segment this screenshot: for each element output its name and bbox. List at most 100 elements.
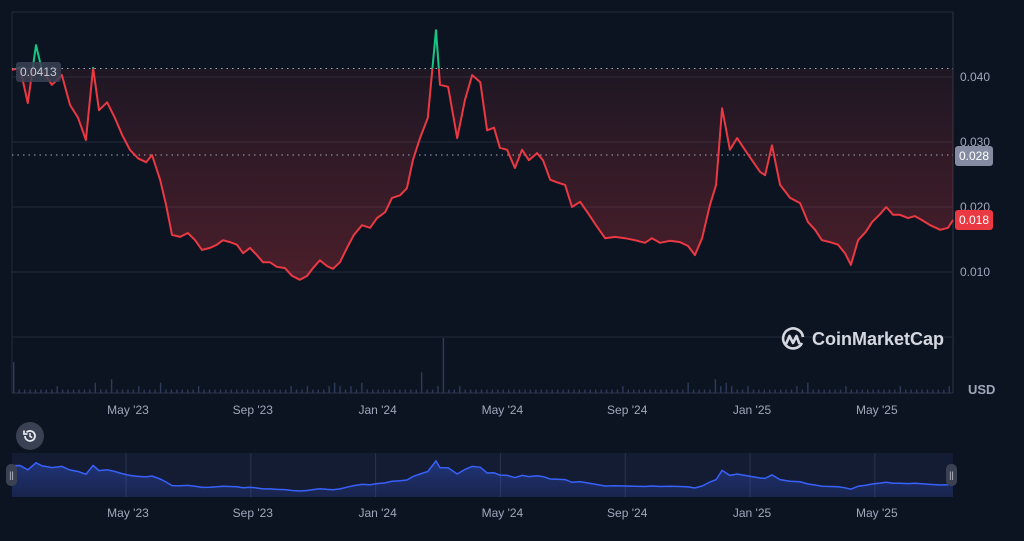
volume-bar (573, 389, 575, 393)
volume-bar (796, 386, 798, 393)
watermark-text: CoinMarketCap (812, 328, 945, 349)
volume-bar (828, 389, 831, 393)
volume-bar (866, 389, 869, 393)
volume-bar (181, 389, 184, 393)
volume-bar (622, 386, 624, 393)
volume-bar (883, 389, 885, 393)
volume-bar (404, 389, 407, 393)
x-tick-label: Sep '24 (607, 403, 648, 417)
volume-bar (333, 382, 336, 393)
volume-bar (540, 389, 543, 393)
minimap-x-tick-label: Sep '24 (607, 506, 648, 520)
volume-bar (801, 389, 804, 393)
volume-bar (225, 389, 227, 393)
volume-bar (268, 389, 271, 393)
volume-bar (83, 389, 86, 393)
volume-bar (861, 389, 863, 393)
volume-bar (660, 389, 662, 393)
volume-bar (839, 389, 842, 393)
volume-bar (45, 389, 48, 393)
volume-bar (344, 389, 347, 393)
volume-bar (197, 386, 200, 393)
volume-bar (306, 386, 309, 393)
x-tick-label: Sep '23 (233, 403, 274, 417)
volume-bar (236, 389, 238, 393)
x-tick-label: Jan '25 (733, 403, 772, 417)
volume-bar (399, 389, 401, 393)
x-tick-label: May '25 (856, 403, 898, 417)
volume-bar (230, 389, 232, 393)
volume-bar (665, 389, 668, 393)
volume-bar (388, 389, 390, 393)
volume-bar (747, 386, 749, 393)
volume-bar (366, 389, 368, 393)
volume-bar (845, 386, 847, 393)
volume-bar (633, 389, 635, 393)
volume-bar (741, 389, 744, 393)
volume-bar (382, 389, 385, 393)
volume-bar (758, 389, 760, 393)
volume-bar (790, 389, 793, 393)
y-tick-label: 0.010 (960, 265, 990, 279)
volume-bar (818, 389, 820, 393)
volume-bar (921, 389, 923, 393)
minimap-left-handle[interactable]: || (6, 464, 17, 486)
volume-bar (78, 389, 80, 393)
volume-bar (600, 389, 602, 393)
volume-bar (698, 389, 700, 393)
volume-bar (23, 389, 26, 393)
volume-bar (910, 389, 912, 393)
volume-bar (377, 389, 379, 393)
minimap-line (11, 459, 954, 492)
volume-bar (328, 386, 330, 393)
volume-bar (807, 382, 809, 393)
volume-bar (127, 389, 129, 393)
volume-bar (274, 389, 276, 393)
volume-bar (159, 382, 162, 393)
volume-bar (785, 389, 787, 393)
volume-bar (774, 389, 776, 393)
volume-bar (627, 389, 630, 393)
volume-bar (535, 389, 537, 393)
volume-bar (100, 389, 102, 393)
x-tick-label: Jan '24 (358, 403, 397, 417)
volume-bar (888, 389, 891, 393)
volume-bar (105, 389, 107, 393)
volume-bar (34, 389, 37, 393)
volume-bar (192, 389, 194, 393)
volume-bar (51, 389, 53, 393)
volume-bar (926, 389, 929, 393)
volume-bar (513, 389, 515, 393)
volume-bar (138, 386, 140, 393)
volume-bar (589, 389, 591, 393)
volume-bar (812, 389, 814, 393)
history-button[interactable] (16, 422, 44, 450)
volume-bar (29, 389, 31, 393)
volume-bar (725, 382, 727, 393)
volume-bar (246, 389, 249, 393)
volume-bar (932, 389, 934, 393)
volume-bar (507, 389, 510, 393)
volume-bar (475, 389, 477, 393)
price-line-below-baseline (11, 68, 954, 281)
volume-bar (856, 389, 858, 393)
volume-bar (203, 389, 205, 393)
volume-bar (18, 389, 20, 393)
volume-bar (393, 389, 396, 393)
volume-bar (61, 389, 64, 393)
volume-bar (676, 389, 678, 393)
volume-bar (132, 389, 135, 393)
volume-bar (736, 389, 738, 393)
volume-bar (692, 389, 695, 393)
minimap-x-tick-label: May '23 (107, 506, 149, 520)
volume-bar (214, 389, 216, 393)
volume-bar (529, 389, 532, 393)
volume-bar (584, 389, 586, 393)
volume-bar (556, 389, 559, 393)
minimap-right-handle[interactable]: || (946, 464, 957, 486)
volume-bar (546, 389, 548, 393)
minimap-x-tick-label: Jan '25 (733, 506, 772, 520)
volume-bar (703, 389, 706, 393)
volume-bar (497, 389, 499, 393)
